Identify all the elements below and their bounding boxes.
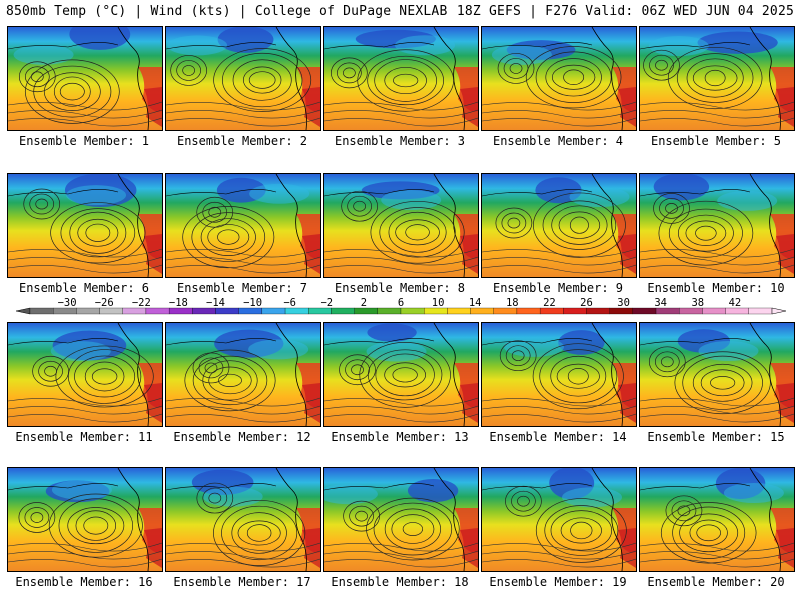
ensemble-member-label: Ensemble Member: 1 xyxy=(18,134,150,148)
temperature-field-map xyxy=(482,174,636,277)
temperature-field-map xyxy=(482,468,636,571)
ensemble-member-label: Ensemble Member: 4 xyxy=(492,134,624,148)
temperature-field-map xyxy=(8,27,162,130)
colorbar-tick-label: −22 xyxy=(132,298,151,309)
colorbar-bin xyxy=(748,307,773,315)
temperature-field-map xyxy=(482,323,636,426)
colorbar-tick-label: 26 xyxy=(580,298,593,309)
temperature-field-map xyxy=(166,27,320,130)
ensemble-member-map xyxy=(7,26,163,131)
ensemble-member-map xyxy=(639,467,795,572)
ensemble-member-label: Ensemble Member: 13 xyxy=(331,430,469,444)
ensemble-member-label: Ensemble Member: 9 xyxy=(492,281,624,295)
ensemble-member-map xyxy=(165,467,321,572)
ensemble-member-label: Ensemble Member: 19 xyxy=(489,575,627,589)
ensemble-member-map xyxy=(481,173,637,278)
colorbar-bin xyxy=(400,307,425,315)
colorbar-bin xyxy=(447,307,471,315)
colorbar-bin xyxy=(702,307,726,315)
colorbar-bin xyxy=(29,307,54,315)
temperature-field-map xyxy=(166,174,320,277)
ensemble-member-map xyxy=(165,322,321,427)
ensemble-member-label: Ensemble Member: 2 xyxy=(176,134,308,148)
ensemble-member-label: Ensemble Member: 20 xyxy=(647,575,785,589)
temperature-field-map xyxy=(324,27,478,130)
ensemble-member-label: Ensemble Member: 3 xyxy=(334,134,466,148)
ensemble-member-label: Ensemble Member: 15 xyxy=(647,430,785,444)
run-valid-time: 18Z GEFS | F276 Valid: 06Z WED JUN 04 20… xyxy=(456,4,794,19)
temperature-field-map xyxy=(8,323,162,426)
colorbar-tick-label: 18 xyxy=(506,298,519,309)
ensemble-member-map xyxy=(7,173,163,278)
ensemble-member-label: Ensemble Member: 6 xyxy=(18,281,150,295)
colorbar-tick-label: −2 xyxy=(320,298,333,309)
temperature-field-map xyxy=(640,174,794,277)
temperature-field-map xyxy=(324,174,478,277)
colorbar-min-arrow xyxy=(15,307,31,315)
colorbar-tick-label: 14 xyxy=(469,298,482,309)
ensemble-member-map xyxy=(323,467,479,572)
colorbar-tick-label: −18 xyxy=(169,298,188,309)
map-title: 850mb Temp (°C) | Wind (kts) | College o… xyxy=(6,4,448,19)
temperature-field-map xyxy=(324,323,478,426)
colorbar-tick-label: 30 xyxy=(617,298,630,309)
colorbar-tick-label: 2 xyxy=(361,298,367,309)
ensemble-member-map xyxy=(323,26,479,131)
ensemble-member-label: Ensemble Member: 10 xyxy=(647,281,785,295)
ensemble-member-map xyxy=(481,322,637,427)
ensemble-member-label: Ensemble Member: 17 xyxy=(173,575,311,589)
ensemble-member-label: Ensemble Member: 18 xyxy=(331,575,469,589)
colorbar-bin xyxy=(261,307,286,315)
colorbar-tick-label: −14 xyxy=(206,298,225,309)
colorbar-bin xyxy=(331,307,355,315)
ensemble-member-map xyxy=(639,322,795,427)
colorbar-tick-label: 10 xyxy=(432,298,445,309)
temperature-field-map xyxy=(640,468,794,571)
colorbar-tick-label: −6 xyxy=(283,298,296,309)
colorbar-tick-label: 22 xyxy=(543,298,556,309)
ensemble-member-label: Ensemble Member: 7 xyxy=(176,281,308,295)
temperature-field-map xyxy=(166,468,320,571)
colorbar-bin xyxy=(516,307,541,315)
colorbar-tick-label: 42 xyxy=(729,298,742,309)
ensemble-member-map xyxy=(481,467,637,572)
ensemble-member-map xyxy=(323,173,479,278)
temperature-field-map xyxy=(640,27,794,130)
colorbar-tick-label: −26 xyxy=(95,298,114,309)
ensemble-member-label: Ensemble Member: 12 xyxy=(173,430,311,444)
ensemble-member-map xyxy=(323,322,479,427)
colorbar-tick-label: 34 xyxy=(654,298,667,309)
ensemble-member-label: Ensemble Member: 11 xyxy=(15,430,153,444)
temperature-field-map xyxy=(482,27,636,130)
temperature-colorbar: −30 −26 −22 −18 −14 −10 −6 −2 2 6 10 14 18 22 26 30 34 38… xyxy=(15,298,787,315)
colorbar-tick-label: −10 xyxy=(243,298,262,309)
colorbar-max-arrow xyxy=(771,307,787,315)
ensemble-member-label: Ensemble Member: 5 xyxy=(650,134,782,148)
ensemble-member-map xyxy=(165,173,321,278)
colorbar-bin xyxy=(632,307,657,315)
temperature-field-map xyxy=(8,174,162,277)
ensemble-member-map xyxy=(481,26,637,131)
temperature-field-map xyxy=(8,468,162,571)
ensemble-member-map xyxy=(165,26,321,131)
colorbar-tick-label: −30 xyxy=(58,298,77,309)
colorbar-tick-label: 6 xyxy=(398,298,404,309)
ensemble-member-map xyxy=(7,467,163,572)
ensemble-member-map xyxy=(639,26,795,131)
ensemble-member-map xyxy=(7,322,163,427)
temperature-field-map xyxy=(166,323,320,426)
ensemble-member-map xyxy=(639,173,795,278)
ensemble-member-label: Ensemble Member: 8 xyxy=(334,281,466,295)
ensemble-member-label: Ensemble Member: 16 xyxy=(15,575,153,589)
colorbar-tick-label: 38 xyxy=(691,298,704,309)
ensemble-member-label: Ensemble Member: 14 xyxy=(489,430,627,444)
temperature-field-map xyxy=(324,468,478,571)
temperature-field-map xyxy=(640,323,794,426)
